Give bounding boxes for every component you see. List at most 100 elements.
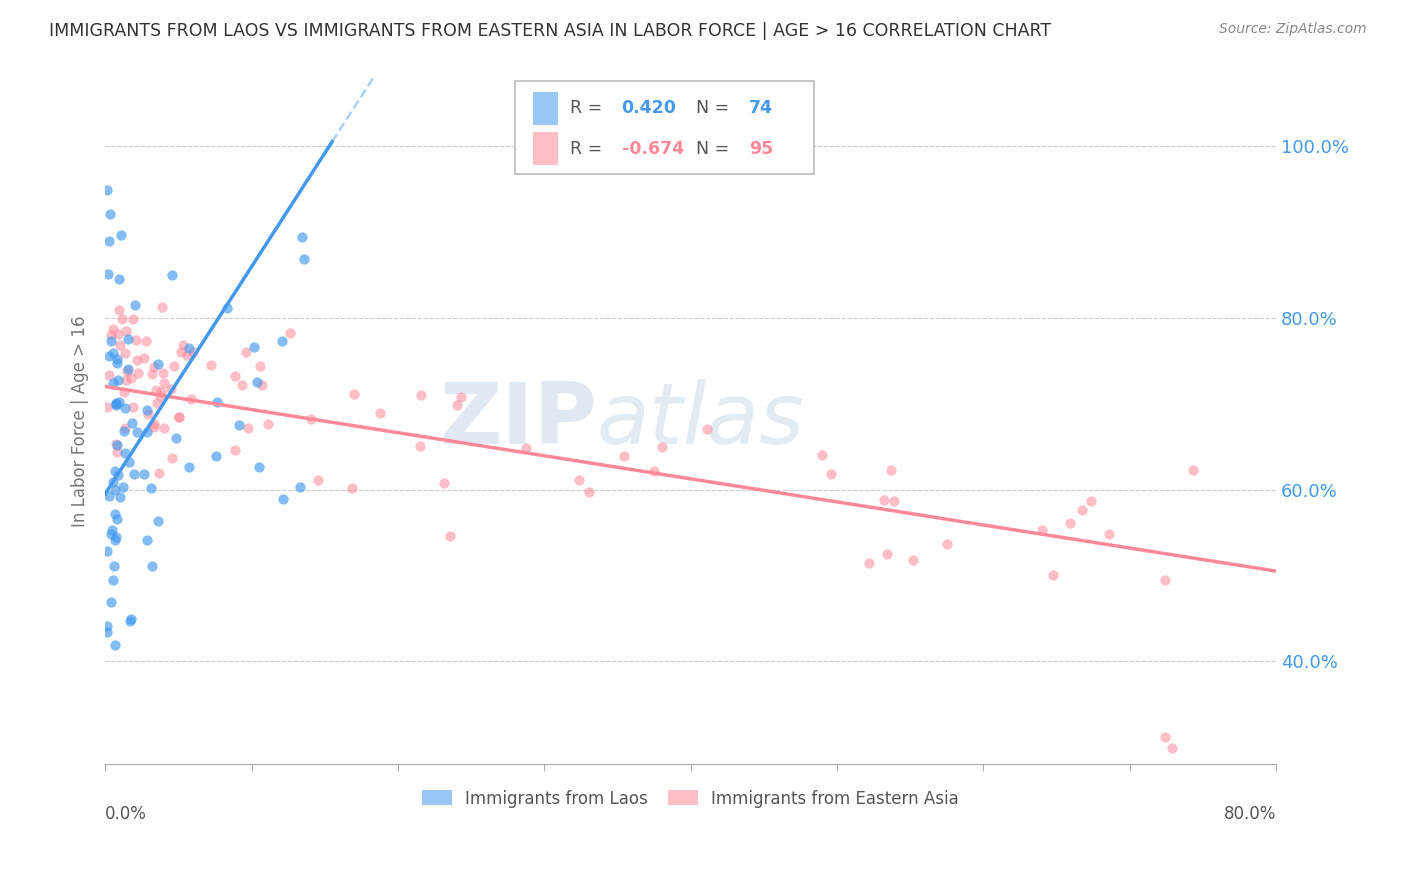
Point — [105, 512, 128, 526]
Point — [104, 638, 127, 652]
Point — [103, 483, 125, 498]
Point — [228, 417, 250, 432]
Point — [104, 395, 127, 409]
Point — [118, 455, 141, 469]
Point — [177, 460, 200, 475]
Point — [148, 389, 170, 403]
Point — [141, 558, 163, 573]
Point — [160, 268, 183, 282]
Point — [153, 421, 176, 435]
Point — [250, 378, 273, 392]
Point — [368, 406, 391, 420]
Point — [236, 420, 259, 434]
Point — [247, 459, 270, 474]
Point — [172, 337, 194, 351]
Point — [858, 556, 880, 570]
Point — [643, 464, 665, 478]
Point — [104, 507, 127, 521]
Point — [117, 364, 139, 378]
Text: R =: R = — [569, 99, 607, 118]
Point — [127, 366, 149, 380]
Point — [107, 327, 129, 342]
FancyBboxPatch shape — [533, 132, 558, 165]
Point — [108, 394, 131, 409]
Point — [1161, 740, 1184, 755]
Point — [901, 553, 924, 567]
Point — [136, 403, 159, 417]
Point — [1059, 516, 1081, 530]
Point — [105, 397, 128, 411]
Point — [111, 480, 134, 494]
Point — [876, 547, 898, 561]
Point — [114, 346, 136, 360]
Point — [96, 543, 118, 558]
Point — [146, 396, 169, 410]
Text: IMMIGRANTS FROM LAOS VS IMMIGRANTS FROM EASTERN ASIA IN LABOR FORCE | AGE > 16 C: IMMIGRANTS FROM LAOS VS IMMIGRANTS FROM … — [49, 22, 1052, 40]
Point — [107, 272, 129, 286]
Point — [120, 612, 142, 626]
Text: 0.420: 0.420 — [621, 99, 676, 118]
Point — [105, 530, 128, 544]
Point — [112, 424, 135, 438]
Point — [340, 481, 363, 495]
Point — [105, 436, 128, 450]
Point — [112, 384, 135, 399]
Point — [207, 394, 229, 409]
Point — [121, 401, 143, 415]
Point — [96, 619, 118, 633]
Point — [231, 377, 253, 392]
Point — [139, 481, 162, 495]
Point — [1070, 503, 1092, 517]
Point — [873, 492, 896, 507]
Point — [122, 467, 145, 481]
Point — [101, 573, 124, 587]
Point — [107, 438, 129, 452]
Point — [96, 183, 118, 197]
Point — [100, 334, 122, 349]
Point — [100, 527, 122, 541]
Point — [153, 376, 176, 391]
Point — [98, 350, 121, 364]
Point — [101, 523, 124, 537]
Point — [125, 333, 148, 347]
Point — [1098, 527, 1121, 541]
FancyBboxPatch shape — [515, 81, 814, 174]
Y-axis label: In Labor Force | Age > 16: In Labor Force | Age > 16 — [72, 315, 89, 526]
Point — [409, 388, 432, 402]
Point — [103, 345, 125, 359]
Point — [127, 425, 149, 439]
Text: ZIP: ZIP — [439, 379, 598, 462]
Point — [146, 357, 169, 371]
Point — [103, 475, 125, 490]
Point — [107, 303, 129, 318]
Point — [142, 359, 165, 374]
Point — [148, 467, 170, 481]
Point — [200, 358, 222, 372]
Point — [143, 417, 166, 431]
Point — [180, 392, 202, 406]
Text: 80.0%: 80.0% — [1223, 805, 1277, 823]
Point — [120, 371, 142, 385]
Point — [433, 475, 456, 490]
Point — [177, 341, 200, 355]
Point — [450, 390, 472, 404]
Point — [152, 366, 174, 380]
Point — [883, 494, 905, 508]
FancyBboxPatch shape — [533, 92, 558, 125]
Point — [249, 359, 271, 373]
Point — [104, 399, 127, 413]
Point — [103, 559, 125, 574]
Point — [936, 537, 959, 551]
Point — [97, 234, 120, 248]
Point — [181, 344, 204, 359]
Text: N =: N = — [685, 140, 734, 158]
Point — [163, 359, 186, 373]
Point — [103, 376, 125, 391]
Point — [132, 351, 155, 366]
Point — [150, 385, 173, 400]
Point — [299, 412, 322, 426]
Point — [145, 383, 167, 397]
Point — [160, 450, 183, 465]
Point — [811, 449, 834, 463]
Point — [1182, 463, 1205, 477]
